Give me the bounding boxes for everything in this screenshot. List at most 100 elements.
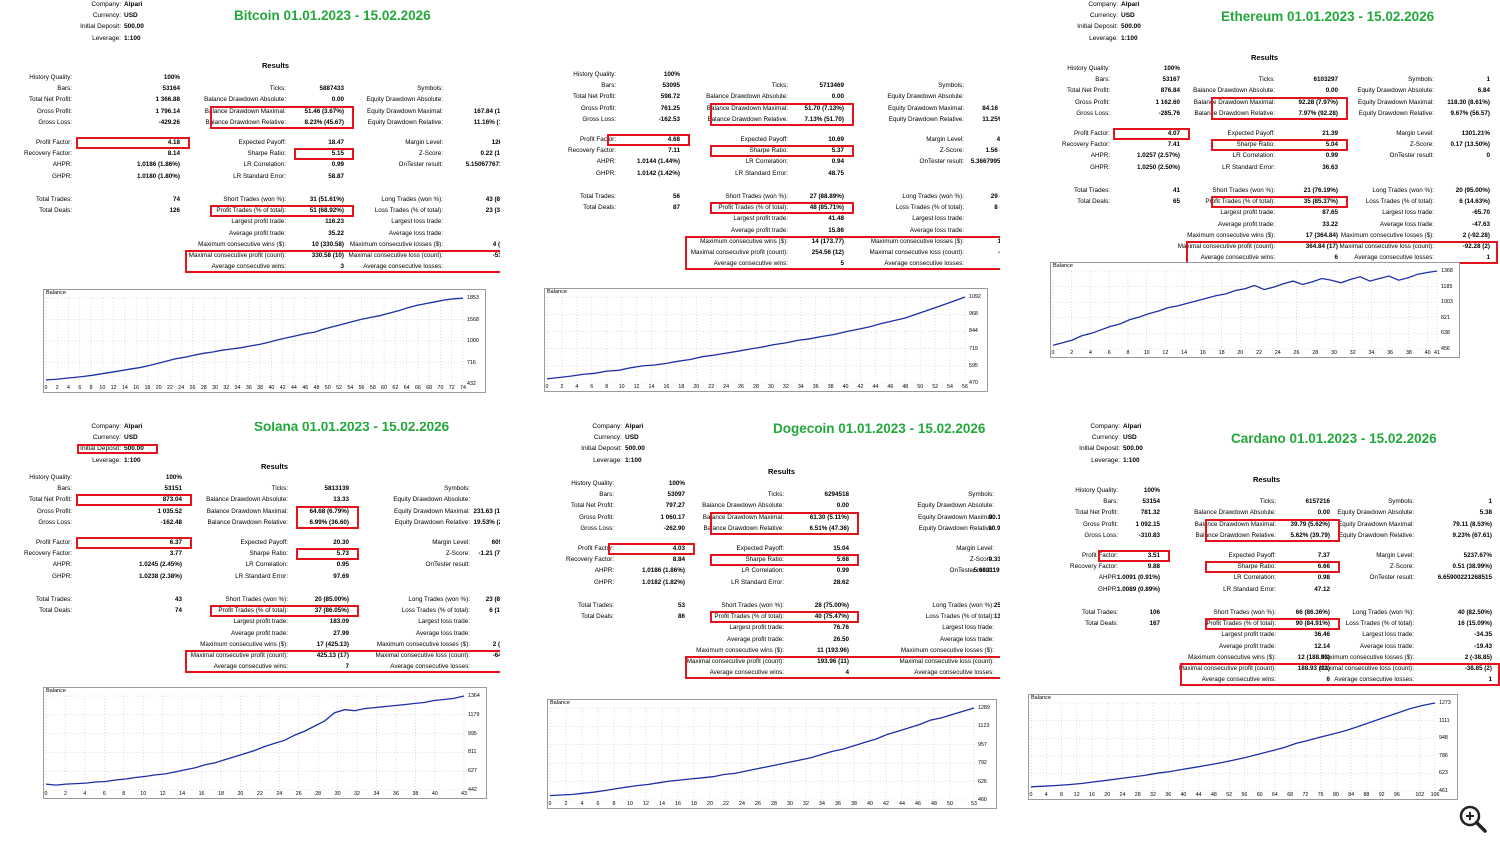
stat-col3-label: Loss Trades (% of total): [1365,198,1434,206]
x-tick-label: 40 [431,791,438,797]
stat-col2-value: 31 (51.61%) [309,196,344,204]
x-tick-label: 36 [835,801,841,807]
stat-col2-value: 39.79 (5.62%) [1290,520,1330,528]
stat-col1-label: History Quality: [29,74,72,81]
stat-col1-label: Total Trades: [35,196,72,204]
stat-col2-value: 12.14 [1314,642,1330,650]
stat-col1-label: Bars: [1103,498,1118,506]
x-tick-label: 76 [1317,792,1324,798]
stat-col3-value: 0.17 (13.50%) [1450,141,1490,149]
stat-col2-value: 28.62 [833,578,849,586]
stat-col3-label: Largest loss trade: [418,618,470,626]
x-tick-label: 36 [245,385,252,391]
x-tick-label: 38 [412,791,419,797]
stat-col2-value: 12 (188.93) [1297,653,1330,661]
stat-col2-value: 26.50 [833,635,849,643]
x-tick-label: 22 [1256,350,1262,356]
x-tick-label: 4 [1088,350,1092,356]
stat-col2-label: Short Trades (won %): [725,193,788,201]
zoom-in-icon[interactable] [1458,804,1488,834]
stat-col1-value: 100% [163,74,180,81]
stat-col1-value: 598.72 [660,93,680,101]
y-tick-label: 442 [468,787,477,793]
x-tick-label: 96 [1393,792,1400,798]
header-value: 1:100 [124,456,141,464]
stat-col3-label: Average loss trade: [939,635,994,643]
stat-col3-value: 1 [1486,76,1490,84]
stat-col1-value: 1.0250 (2.50%) [1136,163,1180,171]
header-label: Leverage: [92,456,121,464]
stat-col2-label: Expected Payoff: [740,135,789,143]
stat-col1-value: 43 [174,596,182,604]
stat-col2-label: Largest profit trade: [1220,209,1275,217]
balance-chart: Balance 0 2 4 6 8 10 12 14 16 18 20 22 24 26 28 30 32 34 36… [547,699,997,809]
header-value: Alpari [1121,1,1140,8]
x-tick-label: 80 [1332,792,1339,798]
x-tick-label: 26 [189,385,196,391]
stat-col3-value: 6.84 [1477,87,1490,95]
header-value: 1:100 [1121,34,1138,42]
stat-col2-label: Short Trades (won %): [225,596,288,604]
highlight-box [1211,139,1348,152]
stat-col1-value: 56 [672,193,680,201]
stat-col2-label: Expected Payoff: [1227,129,1276,137]
stat-col3-label: Z-Score: [1389,563,1414,571]
stat-col1-value: 106 [1149,609,1160,617]
stat-col3-value: 13 (24.5 [993,613,1000,621]
stat-col3-label: Equity Drawdown Maximal: [394,507,470,515]
stat-col2-value: 330.58 (10) [311,252,344,260]
stat-col1-value: 4.03 [672,544,685,552]
stat-col1-value: -310.83 [1138,531,1160,539]
x-tick-label: 41 [1434,350,1440,356]
stat-col2-label: Short Trades (won %): [1212,187,1275,195]
stat-col2-value: 14 (173.77) [811,237,844,245]
stat-col2-label: Profit Trades (% of total): [216,207,286,215]
stat-col3-value: 84.16 (11.25%) [982,104,1000,112]
stat-col1-label: Bars: [57,485,72,493]
stat-col3-value: -51.46 (2) [492,252,500,260]
stat-col1-value: 1.0257 (2.57%) [1136,152,1180,160]
chart-title: Balance [46,688,66,694]
x-tick-label: 34 [234,385,241,391]
stat-col1-value: 6.37 [169,538,182,546]
stat-col3-label: Long Trades (won %): [1372,187,1434,195]
x-tick-label: 64 [403,385,410,391]
stat-col2-label: Maximal consecutive profit (count): [1177,243,1275,251]
stat-col3-label: Loss Trades (% of total): [1345,620,1414,628]
y-tick-label: 623 [1439,770,1448,777]
stat-col2-value: 5 [840,260,844,268]
stat-col3-label: Long Trades (won %): [932,602,994,610]
x-tick-label: 43 [461,791,467,797]
stat-col1-label: Total Trades: [1081,609,1118,617]
stat-col1-value: 74 [172,196,180,204]
stat-col1-label: History Quality: [571,480,614,487]
y-tick-label: 786 [1439,752,1448,759]
y-tick-label: 1000 [467,338,479,344]
stat-col1-value: 100% [1163,65,1180,72]
y-tick-label: 1003 [1441,299,1453,306]
stat-col2-value: 48.75 [828,169,844,177]
stat-col1-value: 1 092.15 [1135,520,1160,528]
stat-col1-label: Total Net Profit: [570,502,614,510]
x-tick-label: 52 [932,384,939,390]
results-heading: Results [262,61,290,70]
stat-col3-label: Equity Drawdown Relative: [367,118,443,126]
stat-col2-label: Ticks: [771,82,788,90]
stat-col2-value: 11 (193.96) [817,646,849,654]
x-tick-label: 2 [1070,350,1074,356]
stat-col3-label: Maximum consecutive losses ($): [1340,231,1434,239]
stat-col3-value: 0.33 (25.6 [988,556,1000,564]
stat-col1-value: 100% [1143,487,1160,494]
y-tick-label: 1289 [978,705,990,711]
y-tick-label: 626 [978,778,987,785]
x-tick-label: 88 [1363,792,1370,798]
header-label: Company: [592,423,622,430]
stat-col2-value: 35 (85.37%) [1303,198,1338,206]
stat-col3-label: Equity Drawdown Absolute: [393,496,470,504]
stat-col1-label: AHPR: [1090,152,1110,160]
report-panel-0: Company: Alpari Currency: USD Initial Deposi… [0,0,500,422]
panel-title: Cardano 01.01.2023 - 15.02.2026 [1231,431,1437,446]
stat-col2-label: LR Correlation: [741,567,784,575]
stat-col1-value: 53164 [162,85,180,93]
stat-col3-label: Equity Drawdown Maximal: [1338,520,1414,528]
